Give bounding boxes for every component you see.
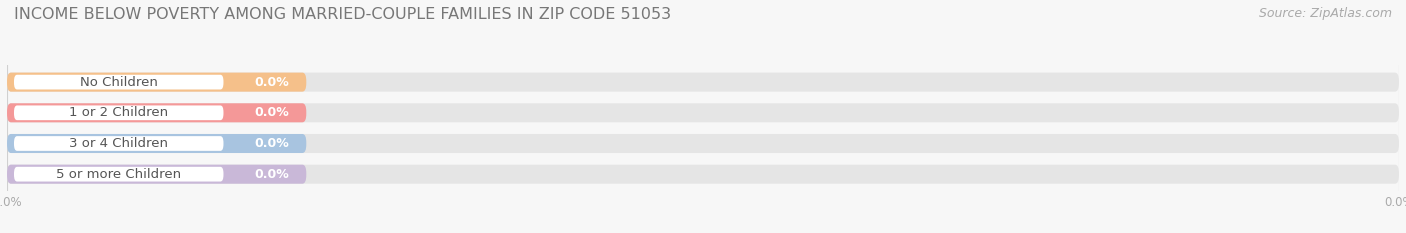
FancyBboxPatch shape bbox=[7, 73, 307, 92]
FancyBboxPatch shape bbox=[7, 134, 1399, 153]
FancyBboxPatch shape bbox=[7, 134, 307, 153]
FancyBboxPatch shape bbox=[14, 75, 224, 89]
Text: INCOME BELOW POVERTY AMONG MARRIED-COUPLE FAMILIES IN ZIP CODE 51053: INCOME BELOW POVERTY AMONG MARRIED-COUPL… bbox=[14, 7, 671, 22]
FancyBboxPatch shape bbox=[14, 167, 224, 182]
Text: 0.0%: 0.0% bbox=[254, 168, 290, 181]
Text: 0.0%: 0.0% bbox=[254, 76, 290, 89]
FancyBboxPatch shape bbox=[7, 165, 1399, 184]
FancyBboxPatch shape bbox=[7, 103, 307, 122]
Text: No Children: No Children bbox=[80, 76, 157, 89]
Text: 5 or more Children: 5 or more Children bbox=[56, 168, 181, 181]
Text: 0.0%: 0.0% bbox=[254, 137, 290, 150]
FancyBboxPatch shape bbox=[14, 136, 224, 151]
FancyBboxPatch shape bbox=[7, 165, 307, 184]
Text: 0.0%: 0.0% bbox=[254, 106, 290, 119]
FancyBboxPatch shape bbox=[7, 73, 1399, 92]
FancyBboxPatch shape bbox=[7, 103, 1399, 122]
Text: 3 or 4 Children: 3 or 4 Children bbox=[69, 137, 169, 150]
FancyBboxPatch shape bbox=[14, 106, 224, 120]
Text: Source: ZipAtlas.com: Source: ZipAtlas.com bbox=[1258, 7, 1392, 20]
Text: 1 or 2 Children: 1 or 2 Children bbox=[69, 106, 169, 119]
